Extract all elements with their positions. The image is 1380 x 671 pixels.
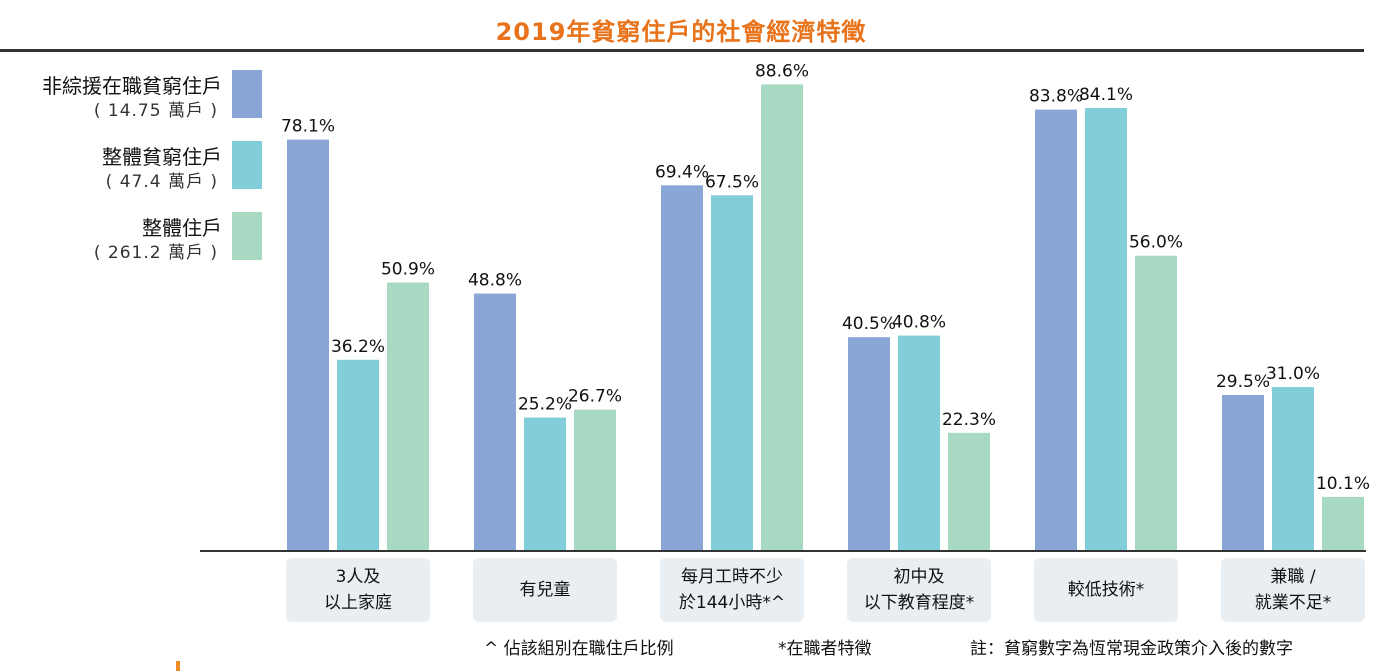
bar-all-households xyxy=(574,409,616,550)
footnote-employment-share: ^ 佔該組別在職住戶比例 xyxy=(484,639,674,659)
bar-overall-poor xyxy=(524,417,566,550)
footnote-worker-characteristic: *在職者特徵 xyxy=(778,639,872,659)
bar-working-poor xyxy=(661,185,703,551)
bars-group xyxy=(287,84,1364,551)
value-label: 84.1% xyxy=(1079,85,1133,105)
bar-all-households xyxy=(761,84,803,551)
category-label: 初中及 以下教育程度* xyxy=(847,558,991,622)
bar-working-poor xyxy=(1035,109,1077,551)
value-label: 67.5% xyxy=(705,172,759,192)
category-label: 3人及 以上家庭 xyxy=(286,558,430,622)
bar-chart: 78.1% 36.2% 50.9% 48.8% 25.2%26.7% 69.4%67.5%… xyxy=(200,61,1370,552)
value-label: 56.0% xyxy=(1129,233,1183,253)
category-label: 較低技術* xyxy=(1034,558,1178,622)
legend-swatch xyxy=(232,141,262,189)
legend-item-working-poor: 非綜援在職貧窮住戶 ( 14.75 萬戶 ) xyxy=(0,70,262,122)
value-label: 36.2% xyxy=(331,337,385,357)
bar-all-households xyxy=(948,432,990,550)
bar-overall-poor xyxy=(711,195,753,550)
bar-overall-poor xyxy=(337,359,379,550)
legend-swatch xyxy=(232,212,262,260)
value-label: 25.2% xyxy=(518,395,572,415)
value-label: 48.8% xyxy=(468,271,522,291)
bar-overall-poor xyxy=(1272,387,1314,550)
legend-label: 非綜援在職貧窮住戶 xyxy=(42,74,222,98)
value-label: 10.1% xyxy=(1316,474,1370,494)
value-label: 26.7% xyxy=(568,387,622,407)
value-label: 83.8% xyxy=(1029,87,1083,107)
legend-count: ( 14.75 萬戶 ) xyxy=(93,101,218,121)
legend-label: 整體貧窮住戶 xyxy=(102,145,222,169)
value-label: 78.1% xyxy=(281,117,335,137)
value-label: 40.5% xyxy=(842,314,896,334)
bar-all-households xyxy=(1135,255,1177,550)
legend-label: 整體住戶 xyxy=(142,216,222,240)
footnote-policy-note: 註：貧窮數字為恆常現金政策介入後的數字 xyxy=(970,639,1293,659)
bar-working-poor xyxy=(474,293,516,550)
bar-overall-poor xyxy=(898,335,940,550)
value-labels-group: 78.1% 36.2% 50.9% 48.8% 25.2%26.7% 69.4%67.5%… xyxy=(281,61,1370,494)
category-label: 兼職 / 就業不足* xyxy=(1221,558,1365,622)
value-label: 50.9% xyxy=(381,260,435,280)
legend-count: ( 47.4 萬戶 ) xyxy=(105,172,218,192)
category-label: 有兒童 xyxy=(473,558,617,622)
legend-item-overall-poor: 整體貧窮住戶 ( 47.4 萬戶 ) xyxy=(0,141,262,193)
bar-working-poor xyxy=(848,337,890,550)
value-label: 40.8% xyxy=(892,313,946,333)
value-label: 29.5% xyxy=(1216,372,1270,392)
category-label: 每月工時不少 於144小時*^ xyxy=(660,558,804,622)
bar-overall-poor xyxy=(1085,108,1127,550)
value-label: 31.0% xyxy=(1266,364,1320,384)
title-divider xyxy=(0,49,1364,52)
legend-item-all-households: 整體住戶 ( 261.2 萬戶 ) xyxy=(0,212,262,264)
bar-working-poor xyxy=(287,139,329,550)
legend-swatch xyxy=(232,70,262,118)
bar-all-households xyxy=(1322,496,1364,550)
value-label: 88.6% xyxy=(755,61,809,81)
decorative-mark xyxy=(176,661,180,671)
bar-all-households xyxy=(387,282,429,550)
value-label: 69.4% xyxy=(655,162,709,182)
value-label: 22.3% xyxy=(942,410,996,430)
chart-title: 2019年貧窮住戶的社會經濟特徵 xyxy=(495,18,867,46)
legend-count: ( 261.2 萬戶 ) xyxy=(93,243,218,263)
bar-working-poor xyxy=(1222,394,1264,550)
